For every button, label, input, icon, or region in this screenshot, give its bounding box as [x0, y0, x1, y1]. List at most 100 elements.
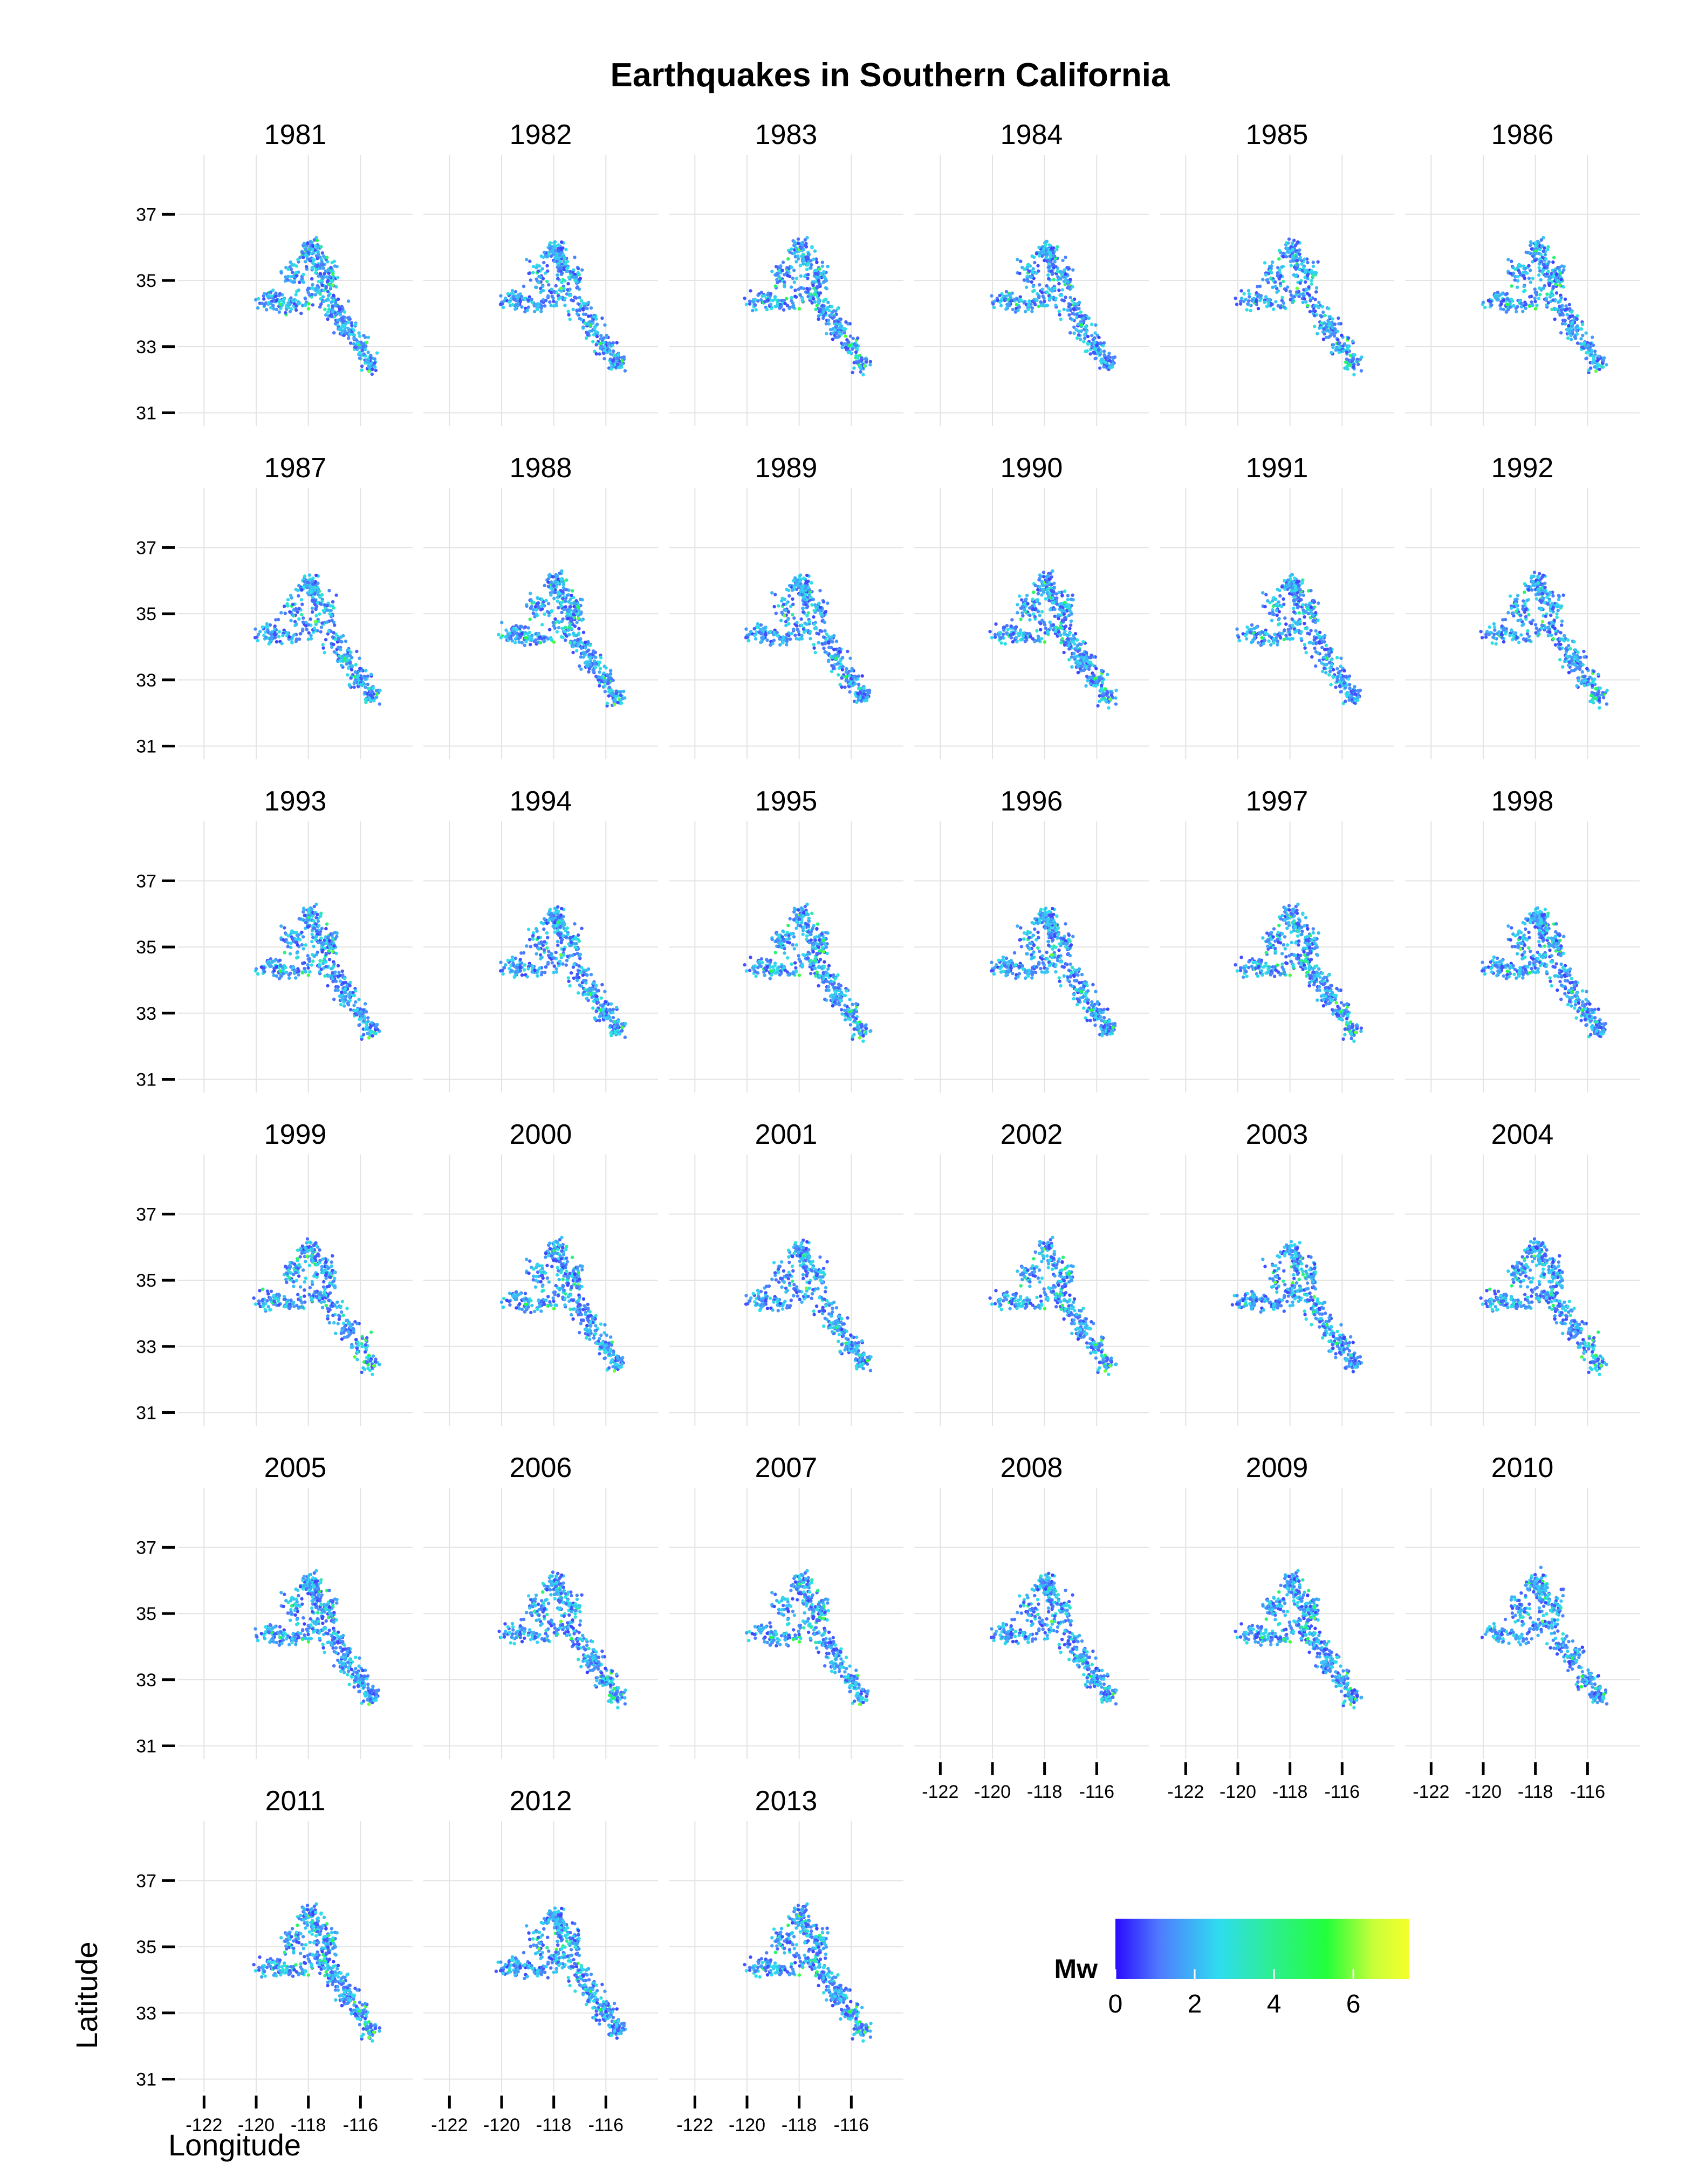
data-point: [1326, 319, 1330, 322]
data-point: [1563, 308, 1566, 311]
data-point: [1591, 335, 1594, 339]
data-point: [1064, 256, 1067, 259]
data-point: [1279, 274, 1282, 278]
data-point: [801, 590, 805, 593]
data-point: [1515, 306, 1518, 310]
data-point: [1098, 699, 1101, 703]
data-point: [1530, 247, 1533, 250]
data-point: [599, 347, 602, 350]
data-point: [765, 308, 769, 311]
data-point: [810, 246, 813, 249]
data-point: [302, 280, 305, 284]
data-point: [1570, 311, 1573, 314]
data-point: [839, 318, 842, 321]
data-point: [861, 674, 864, 677]
data-point: [594, 675, 598, 678]
data-point: [358, 667, 361, 670]
data-point: [1352, 373, 1355, 376]
data-point: [577, 271, 580, 274]
data-point: [1045, 249, 1048, 252]
data-point: [341, 329, 344, 333]
data-point: [854, 354, 858, 358]
data-point: [375, 351, 379, 354]
data-point: [539, 310, 543, 313]
data-point: [305, 265, 308, 268]
data-point: [297, 607, 300, 610]
data-point: [743, 297, 746, 300]
data-point: [582, 312, 585, 315]
data-point: [514, 299, 517, 302]
data-point: [551, 294, 554, 298]
data-point: [1313, 314, 1316, 317]
data-point: [313, 627, 316, 630]
data-point: [1003, 298, 1006, 301]
data-point: [1084, 326, 1087, 329]
data-point: [1561, 322, 1564, 325]
data-point: [844, 346, 847, 349]
data-point: [1106, 355, 1109, 359]
data-point: [766, 298, 770, 301]
data-point: [806, 273, 810, 276]
data-point: [1553, 318, 1556, 321]
data-point: [554, 573, 558, 576]
facet-label: 1987: [264, 452, 327, 484]
data-point: [304, 260, 307, 263]
data-point: [1027, 279, 1030, 283]
facet-panel-1984: 1984: [914, 119, 1149, 426]
data-point: [1523, 289, 1526, 292]
data-point: [790, 266, 793, 269]
data-point: [1567, 324, 1570, 327]
data-point: [1043, 300, 1046, 303]
data-point: [339, 313, 342, 316]
data-point: [1321, 311, 1325, 314]
data-point: [543, 636, 546, 640]
data-point: [1102, 349, 1106, 353]
data-point: [793, 634, 797, 637]
y-tick-label: 33: [136, 337, 156, 358]
data-point: [1053, 287, 1056, 290]
data-point: [623, 696, 626, 699]
data-point: [1079, 329, 1082, 333]
data-point: [609, 358, 612, 361]
data-point: [1272, 307, 1275, 311]
data-point: [540, 597, 544, 601]
data-point: [1310, 283, 1313, 286]
data-point: [817, 608, 820, 612]
data-point: [999, 304, 1003, 307]
data-point: [1559, 278, 1563, 281]
data-point: [369, 356, 372, 360]
data-point: [372, 699, 375, 702]
data-point: [751, 309, 754, 312]
data-point: [307, 307, 310, 310]
data-point: [802, 259, 805, 263]
data-point: [529, 643, 532, 646]
data-point: [548, 300, 551, 304]
data-point: [341, 655, 344, 658]
data-point: [287, 635, 291, 638]
data-point: [524, 626, 527, 629]
data-point: [817, 279, 820, 283]
data-point: [1047, 259, 1051, 262]
data-point: [599, 337, 602, 340]
data-point: [1313, 304, 1317, 307]
data-point: [1523, 285, 1526, 288]
data-point: [1321, 331, 1325, 334]
data-point: [535, 286, 538, 289]
data-point: [1575, 329, 1578, 332]
data-point: [326, 608, 329, 612]
data-point: [1300, 269, 1304, 272]
data-point: [562, 287, 565, 290]
data-point: [320, 593, 324, 596]
data-point: [1000, 641, 1003, 644]
data-point: [806, 257, 810, 260]
data-point: [303, 580, 306, 583]
data-point: [283, 605, 286, 608]
data-point: [782, 308, 785, 312]
data-point: [581, 652, 585, 655]
data-point: [800, 617, 803, 621]
data-point: [791, 588, 794, 592]
data-point: [556, 257, 559, 260]
data-point: [327, 589, 331, 592]
data-point: [511, 303, 514, 306]
data-point: [511, 628, 515, 631]
